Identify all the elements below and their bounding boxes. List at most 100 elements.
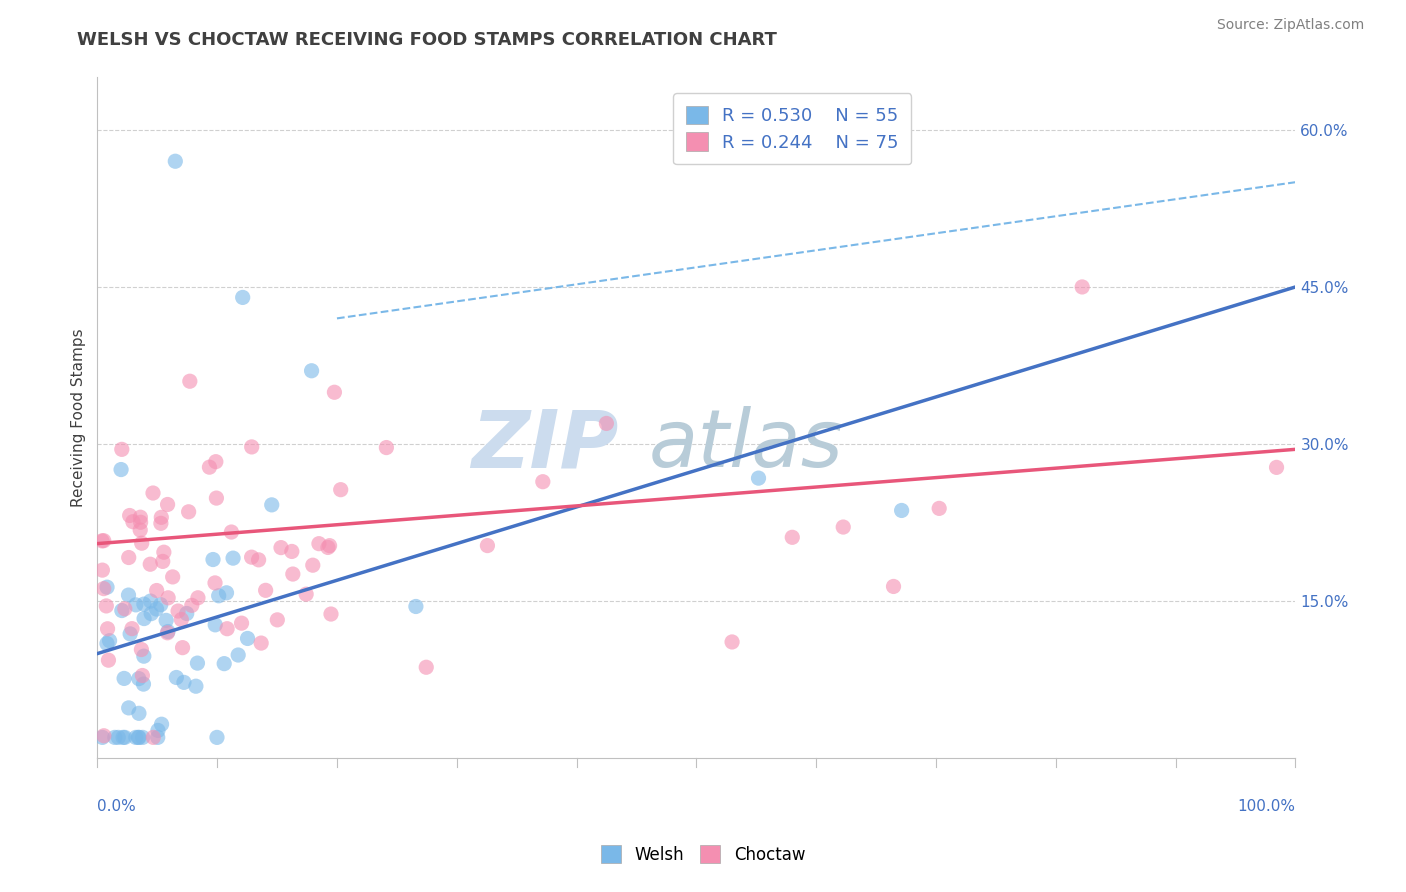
Point [270,541,292,555]
Point [221,524,243,539]
Text: ZIP: ZIP [471,406,619,484]
Point [131,731,153,745]
Point [236,632,259,646]
Point [118,550,141,565]
Point [156,625,179,640]
Point [145,602,167,616]
Point [155,614,177,628]
Point [1071,280,1094,294]
Point [145,583,167,598]
Point [173,675,195,690]
Point [142,486,165,500]
Point [121,622,143,636]
Point [129,516,152,530]
Point [254,583,277,598]
Point [117,588,139,602]
Point [205,455,228,469]
Point [153,545,176,559]
Point [162,570,184,584]
Point [104,731,127,745]
Point [98,633,121,648]
Point [205,731,228,745]
Point [132,597,155,611]
Point [295,587,318,601]
Point [187,591,209,605]
Point [198,460,221,475]
Point [93,533,115,548]
Point [222,551,245,566]
Point [250,636,273,650]
Point [132,649,155,664]
Point [172,640,194,655]
Point [157,591,180,605]
Point [240,440,263,454]
Point [146,723,169,738]
Point [118,701,141,715]
Text: WELSH VS CHOCTAW RECEIVING FOOD STAMPS CORRELATION CHART: WELSH VS CHOCTAW RECEIVING FOOD STAMPS C… [77,31,778,49]
Point [96,636,118,650]
Point [149,516,172,531]
Point [132,677,155,691]
Point [240,550,263,565]
Point [125,731,148,745]
Point [301,558,323,573]
Point [131,536,153,550]
Point [93,582,115,596]
Point [131,642,153,657]
Point [114,731,136,745]
Point [595,417,617,431]
Point [281,544,304,558]
Point [176,607,198,621]
Point [146,731,169,745]
Point [96,622,118,636]
Point [152,554,174,568]
Point [477,539,499,553]
Point [186,656,208,670]
Point [318,539,340,553]
Point [232,290,254,304]
Point [125,598,148,612]
Point [281,567,304,582]
Point [129,510,152,524]
Point [928,501,950,516]
Point [141,607,163,621]
Point [329,483,352,497]
Legend: R = 0.530    N = 55, R = 0.244    N = 75: R = 0.530 N = 55, R = 0.244 N = 75 [673,94,911,164]
Point [128,731,150,745]
Text: 0.0%: 0.0% [97,799,136,814]
Point [149,598,172,612]
Point [319,607,342,621]
Point [266,613,288,627]
Point [1265,460,1288,475]
Point [204,575,226,590]
Point [721,635,744,649]
Y-axis label: Receiving Food Stamps: Receiving Food Stamps [72,328,86,508]
Point [405,599,427,614]
Point [890,503,912,517]
Point [128,706,150,721]
Point [170,613,193,627]
Point [114,601,136,615]
Point [883,579,905,593]
Point [91,563,114,577]
Point [260,498,283,512]
Point [165,671,187,685]
Point [177,505,200,519]
Point [308,536,330,550]
Point [112,672,135,686]
Point [205,491,228,505]
Point [323,385,346,400]
Point [139,558,162,572]
Text: Source: ZipAtlas.com: Source: ZipAtlas.com [1216,18,1364,32]
Point [112,731,135,745]
Point [110,462,132,476]
Point [780,530,803,544]
Point [204,617,226,632]
Point [132,611,155,625]
Point [832,520,855,534]
Point [375,441,398,455]
Point [247,553,270,567]
Point [156,498,179,512]
Point [212,657,235,671]
Point [208,589,231,603]
